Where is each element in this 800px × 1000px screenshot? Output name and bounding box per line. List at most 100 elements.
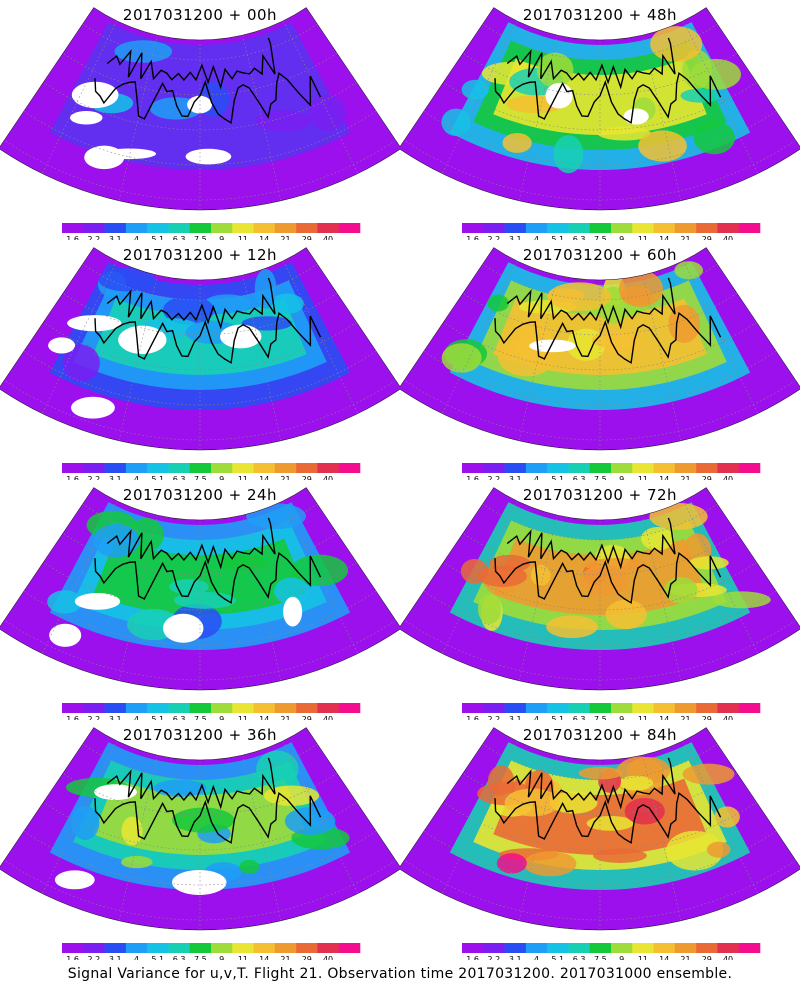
colorbar-label: 14 [659,475,669,480]
colorbar-swatch [125,703,148,713]
colorbar-label: 29 [702,715,712,720]
variance-map: 1.6 2.2 3.1 4 5.1 6.3 7.5 9 11 14 21 29 40 [400,487,800,720]
colorbar-swatch [547,943,569,953]
no-data-patch [118,325,167,355]
panel-title: 2017031200 + 12h [122,246,278,264]
latitude-line [423,110,777,166]
colorbar-label: 5.1 [551,955,564,960]
no-data-patch [94,784,137,801]
colorbar-swatch [232,943,254,953]
variance-blob [593,848,647,863]
coastline [494,71,722,124]
colorbar-label: 1.6 [466,475,479,480]
longitude-line [41,20,117,174]
colorbar-label: 3.1 [109,715,122,720]
coastline [106,517,276,570]
variance-blob [121,855,153,869]
colorbar-swatch [168,703,191,713]
colorbar-label: 4 [134,715,139,720]
variance-blob [712,591,771,609]
colorbar-label: 1.6 [66,715,79,720]
colorbar-label: 2.2 [88,475,101,480]
longitude-line [41,260,117,414]
colorbar-swatch [462,703,484,713]
colorbar-swatch [589,223,612,233]
variance-map: 1.6 2.2 3.1 4 5.1 6.3 7.5 9 11 14 21 29 40 [0,7,400,240]
longitude-line [242,275,282,441]
colorbar-swatch [189,943,212,953]
colorbar-label: 40 [723,715,733,720]
colorbar-swatch [232,463,254,473]
longitude-line [242,515,282,681]
colorbar-swatch [125,463,148,473]
variance-blob [536,52,574,88]
colorbar-label: 29 [302,235,312,240]
colorbar-swatch [189,223,212,233]
map-border [400,727,800,931]
colorbar-swatch [147,943,169,953]
colorbar-swatch [653,223,676,233]
colorbar-label: 14 [659,955,669,960]
colorbar-swatch [483,943,505,953]
latitude-line [82,263,318,301]
colorbar-label: 5.1 [151,475,164,480]
colorbar-label: 2.2 [488,715,501,720]
colorbar-label: 40 [323,955,333,960]
longitude-line [441,260,517,414]
colorbar-swatch [717,943,740,953]
latitude-line [404,139,796,201]
colorbar-swatch [211,943,233,953]
colorbar-swatch [674,943,697,953]
colorbar-swatch [674,703,697,713]
no-data-patch [54,870,95,890]
variance-blob [605,599,647,630]
variance-map: 1.6 2.2 3.1 4 5.1 6.3 7.5 9 11 14 21 29 40 [0,247,400,480]
map-panel: 1.6 2.2 3.1 4 5.1 6.3 7.5 9 11 14 21 29 40 2017031200… [400,240,800,480]
variance-blob [477,565,527,587]
colorbar-swatch [696,223,718,233]
colorbar-swatch [189,703,212,713]
colorbar-swatch [547,703,569,713]
variance-blob [203,294,252,313]
coastline [494,791,722,844]
colorbar-label: 4 [534,235,539,240]
colorbar-swatch [317,703,340,713]
colorbar-label: 1.6 [66,235,79,240]
colorbar-swatch [589,703,612,713]
colorbar-swatch [104,223,127,233]
colorbar-swatch [611,223,633,233]
colorbar-label: 9 [219,235,224,240]
colorbar-swatch [211,223,233,233]
variance-blob [93,523,140,558]
variance-blob [254,268,277,309]
variance-blob [578,766,623,780]
colorbar-label: 6.3 [573,955,586,960]
colorbar-swatch [717,223,740,233]
longitude-line [41,740,117,894]
colorbar-label: 4 [134,235,139,240]
map-panel: 1.6 2.2 3.1 4 5.1 6.3 7.5 9 11 14 21 29 40 2017031200… [0,720,400,960]
colorbar-label: 7.5 [194,475,207,480]
variance-blob [591,331,640,349]
latitude-line [4,379,396,441]
variance-blob [487,294,509,312]
variance-blob [624,798,665,825]
colorbar-swatch [611,943,633,953]
coastline [94,71,322,124]
colorbar-swatch [589,943,612,953]
colorbar-swatch [104,943,127,953]
colorbar-label: 7.5 [194,955,207,960]
colorbar-label: 40 [323,475,333,480]
colorbar-swatch [483,223,505,233]
colorbar-label: 29 [702,955,712,960]
longitude-line [242,35,282,201]
colorbar-swatch [274,943,297,953]
latitude-line [423,590,777,646]
colorbar-label: 9 [219,955,224,960]
colorbar-label: 21 [680,715,690,720]
colorbar-swatch [696,703,718,713]
variance-blob [618,775,654,791]
colorbar-label: 7.5 [194,235,207,240]
colorbar-swatch [738,463,761,473]
longitude-line [441,20,517,174]
